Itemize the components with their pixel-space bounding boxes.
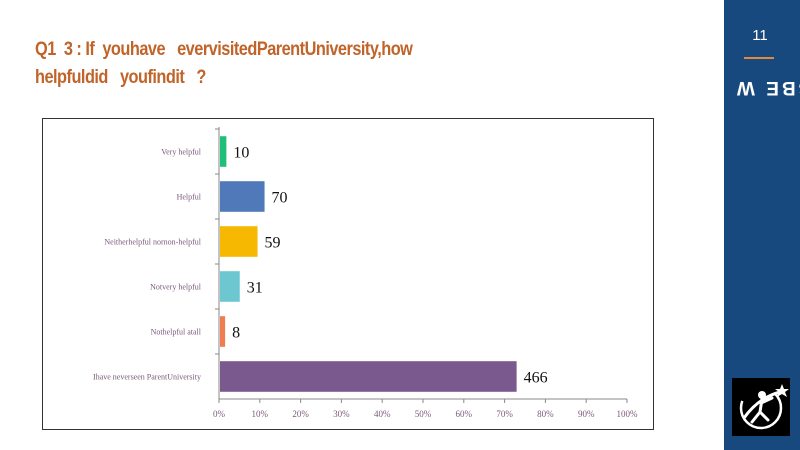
data-label: 31	[247, 280, 263, 297]
slide-number: 11	[752, 27, 768, 44]
bar-chart: 0% 10% 20% 30% 40% 50% 60% 70% 80% 90% 100% Very he…	[93, 127, 639, 419]
x-tick-label: 20%	[292, 409, 309, 419]
x-tick-label: 100%	[617, 409, 639, 419]
bar	[220, 136, 227, 167]
chart-frame: 0% 10% 20% 30% 40% 50% 60% 70% 80% 90% 100% Very he…	[42, 118, 654, 430]
bar	[220, 181, 265, 212]
bar	[220, 271, 240, 302]
data-label: 10	[233, 145, 249, 162]
x-tick-label: 0%	[213, 409, 226, 419]
category-label: Neitherhelpful nornon-helpful	[104, 238, 201, 247]
slide-number-underline	[744, 57, 774, 59]
x-tick-label: 70%	[496, 409, 513, 419]
category-label: Nothelpful atall	[151, 328, 202, 337]
category-label: Notvery helpful	[150, 283, 202, 292]
x-tick-label: 50%	[415, 409, 432, 419]
x-tick-label: 10%	[252, 409, 269, 419]
category-label: Ihave neverseen ParentUniversity	[93, 373, 201, 382]
data-label: 70	[272, 190, 288, 207]
bar	[220, 226, 258, 257]
x-tick-label: 80%	[537, 409, 554, 419]
x-tick-label: 40%	[374, 409, 391, 419]
side-panel	[724, 0, 800, 450]
x-tick-label: 90%	[578, 409, 595, 419]
slide-title: Q1 3 : If youhave evervisitedParentUnive…	[35, 39, 417, 88]
bar	[220, 316, 226, 347]
bar	[220, 361, 517, 392]
category-label: Helpful	[177, 193, 202, 202]
x-tick-label: 30%	[333, 409, 350, 419]
logo-icon	[732, 378, 790, 436]
x-tick-label: 60%	[456, 409, 473, 419]
data-label: 59	[265, 235, 281, 252]
category-label: Very helpful	[161, 148, 202, 157]
data-label: 466	[524, 370, 548, 387]
brand-text: SBE W	[734, 77, 800, 98]
data-label: 8	[232, 325, 240, 342]
